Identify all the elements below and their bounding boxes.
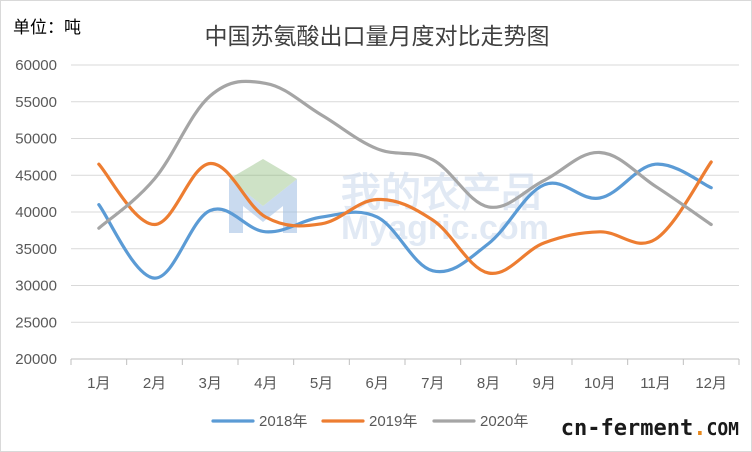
y-tick-label: 40000 — [15, 204, 57, 221]
x-tick-label: 5月 — [310, 375, 333, 392]
brand-tld: COM — [706, 419, 739, 440]
y-tick-label: 60000 — [15, 57, 57, 74]
x-tick-label: 3月 — [198, 375, 221, 392]
y-tick-label: 50000 — [15, 131, 57, 148]
x-tick-label: 1月 — [87, 375, 110, 392]
x-tick-label: 7月 — [421, 375, 444, 392]
brand-logo: cn-ferment.COM — [561, 416, 739, 441]
legend-label: 2019年 — [369, 413, 417, 430]
legend-label: 2018年 — [259, 413, 307, 430]
x-tick-label: 6月 — [365, 375, 388, 392]
m-logo-icon — [229, 159, 297, 233]
x-tick-label: 8月 — [477, 375, 500, 392]
x-tick-label: 4月 — [254, 375, 277, 392]
brand-main-text: cn-ferment — [560, 416, 694, 441]
watermark-cn-text: 我的农产品 — [341, 171, 541, 215]
y-tick-label: 45000 — [15, 167, 57, 184]
legend: 2018年 2019年 2020年 — [211, 413, 528, 430]
unit-label: 单位：吨 — [13, 18, 81, 37]
watermark: 我的农产品 Myagric.com — [229, 159, 549, 247]
y-tick-label: 20000 — [15, 351, 57, 368]
series-line-2020年 — [97, 79, 713, 230]
series-lines — [97, 79, 713, 280]
x-tick-label: 9月 — [532, 375, 555, 392]
y-tick-label: 35000 — [15, 241, 57, 258]
x-tick-label: 12月 — [695, 375, 727, 392]
y-tick-label: 55000 — [15, 94, 57, 111]
x-tick-label: 10月 — [584, 375, 616, 392]
y-tick-label: 25000 — [15, 314, 57, 331]
legend-label: 2020年 — [480, 413, 528, 430]
series-line-2018年 — [97, 162, 713, 280]
series-line-2019年 — [97, 160, 713, 275]
chart-title: 中国苏氨酸出口量月度对比走势图 — [204, 23, 550, 49]
axes: 20000 25000 30000 35000 40000 45000 50000 55000… — [15, 57, 740, 392]
y-tick-label: 30000 — [15, 278, 57, 295]
brand-dot: . — [693, 416, 707, 441]
x-tick-label: 2月 — [143, 375, 166, 392]
x-tick-label: 11月 — [640, 375, 671, 392]
